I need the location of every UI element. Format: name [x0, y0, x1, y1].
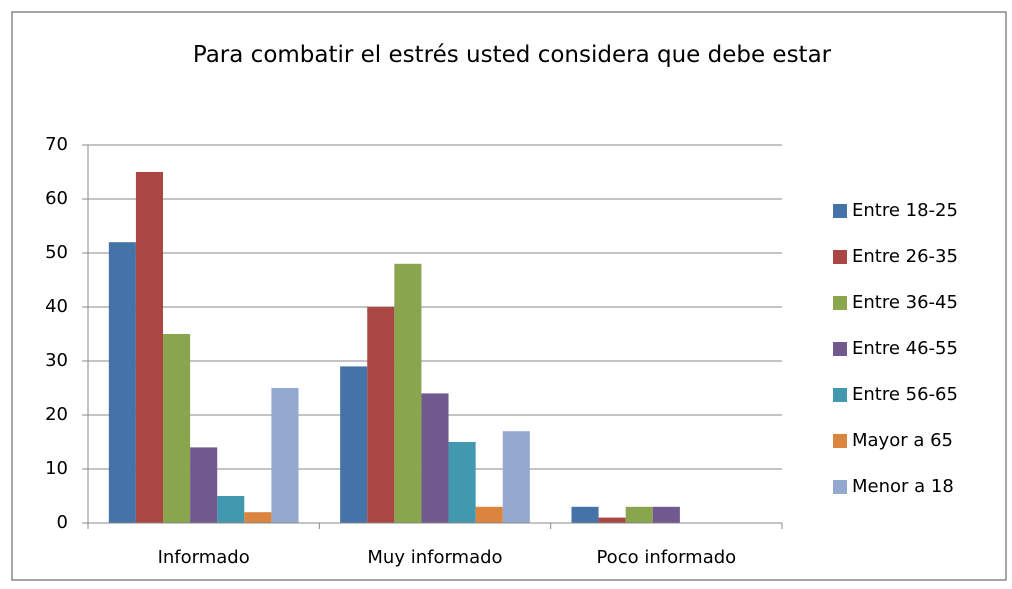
bar	[367, 307, 395, 523]
bar	[652, 506, 680, 523]
y-tick-label: 30	[45, 350, 68, 371]
legend-label: Entre 18-25	[852, 200, 958, 221]
bar	[571, 506, 599, 523]
bar	[244, 512, 272, 523]
legend-swatch	[833, 296, 847, 310]
chart-title: Para combatir el estrés usted considera …	[192, 42, 832, 68]
y-tick-label: 10	[45, 458, 68, 479]
legend-swatch	[833, 342, 847, 356]
legend-label: Entre 46-55	[852, 338, 958, 359]
legend-swatch	[833, 388, 847, 402]
bar	[394, 263, 422, 523]
bar	[108, 242, 136, 523]
bar	[448, 442, 476, 523]
x-tick-label: Muy informado	[367, 547, 502, 568]
bar	[421, 393, 449, 523]
bar	[190, 447, 218, 523]
bar	[217, 496, 245, 523]
y-tick-label: 20	[45, 404, 68, 425]
bar	[163, 334, 191, 523]
bar	[598, 517, 626, 523]
legend-label: Entre 26-35	[852, 246, 958, 267]
y-tick-label: 50	[45, 242, 68, 263]
x-tick-label: Poco informado	[596, 547, 736, 568]
y-tick-label: 40	[45, 296, 68, 317]
legend-swatch	[833, 480, 847, 494]
y-tick-label: 60	[45, 188, 68, 209]
bar	[625, 506, 653, 523]
legend-swatch	[833, 434, 847, 448]
bar	[475, 506, 503, 523]
bar	[502, 431, 530, 523]
legend-label: Entre 36-45	[852, 292, 958, 313]
legend-label: Mayor a 65	[852, 430, 953, 451]
bar	[271, 388, 299, 523]
bar	[135, 172, 164, 523]
bar	[340, 366, 368, 523]
legend-label: Menor a 18	[852, 476, 954, 497]
x-tick-label: Informado	[158, 547, 250, 568]
legend-swatch	[833, 250, 847, 264]
legend-label: Entre 56-65	[852, 384, 958, 405]
legend-swatch	[833, 204, 847, 218]
y-tick-label: 0	[57, 512, 68, 533]
y-tick-label: 70	[45, 134, 68, 155]
